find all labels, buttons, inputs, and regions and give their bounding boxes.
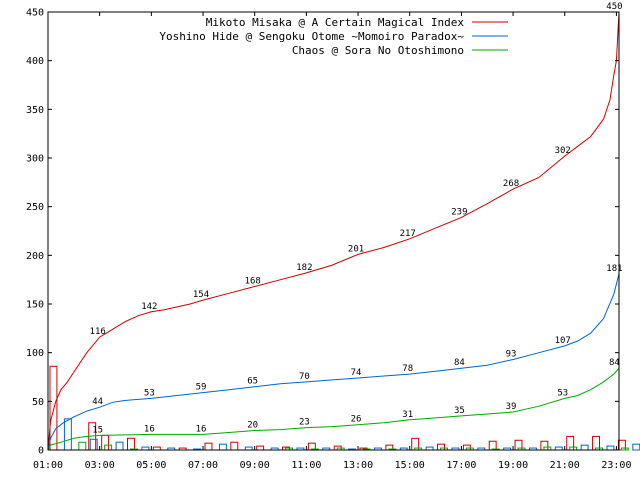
x-tick-label: 21:00 (550, 460, 580, 471)
legend-label: Mikoto Misaka @ A Certain Magical Index (206, 16, 465, 29)
x-tick-label: 19:00 (498, 460, 528, 471)
x-tick-label: 01:00 (33, 460, 63, 471)
bar (230, 441, 239, 451)
data-label: 217 (400, 229, 416, 239)
data-label: 23 (299, 418, 310, 428)
bar (78, 441, 87, 451)
series-line (47, 11, 620, 451)
data-label: 84 (454, 358, 465, 368)
bar (580, 444, 589, 451)
bar (256, 445, 265, 451)
bar (620, 447, 629, 451)
y-tick-label: 250 (26, 202, 44, 213)
data-label: 78 (402, 364, 413, 374)
y-tick-label: 350 (26, 105, 44, 116)
data-label: 239 (451, 207, 467, 217)
data-label: 84 (609, 358, 620, 368)
labels-layer: 116 142 154 168 182 201 217 239 268 302 450 44 53 59 6… (90, 2, 623, 435)
legend-label: Yoshino Hide @ Sengoku Otome ~Momoiro Pa… (159, 30, 464, 43)
data-label: 142 (141, 302, 157, 312)
data-label: 201 (348, 244, 364, 254)
y-tick-label: 100 (26, 348, 44, 359)
y-tick-label: 300 (26, 154, 44, 165)
legend: Mikoto Misaka @ A Certain Magical IndexY… (159, 16, 508, 57)
lines-layer (47, 11, 620, 451)
data-label: 44 (92, 397, 103, 407)
x-tick-label: 17:00 (446, 460, 476, 471)
x-tick-label: 11:00 (291, 460, 321, 471)
bar (218, 443, 227, 451)
series-line (47, 367, 620, 451)
bar (63, 418, 72, 451)
x-tick-label: 07:00 (188, 460, 218, 471)
x-tick-label: 05:00 (136, 460, 166, 471)
data-label: 302 (555, 146, 571, 156)
bar (606, 445, 615, 451)
data-label: 15 (92, 425, 103, 435)
data-label: 450 (606, 2, 622, 12)
y-tick-label: 400 (26, 56, 44, 67)
data-label: 53 (557, 388, 568, 398)
data-label: 20 (247, 421, 258, 431)
y-tick-label: 50 (32, 397, 44, 408)
data-label: 16 (196, 424, 207, 434)
data-label: 116 (90, 327, 106, 337)
x-tick-label: 15:00 (395, 460, 425, 471)
data-label: 26 (351, 415, 362, 425)
x-tick-label: 09:00 (240, 460, 270, 471)
data-label: 35 (454, 406, 465, 416)
x-tick-label: 13:00 (343, 460, 373, 471)
bar (632, 443, 640, 451)
series-line (47, 273, 620, 451)
data-label: 93 (506, 349, 517, 359)
data-label: 182 (296, 263, 312, 273)
y-tick-label: 0 (38, 446, 44, 457)
data-label: 181 (606, 264, 622, 274)
data-label: 154 (193, 290, 209, 300)
axes-layer: 0 50 100 150 200 250 300 350 400 450 01:00 03:00 05:… (26, 8, 632, 472)
bar (127, 437, 135, 451)
legend-label: Chaos @ Sora No Otoshimono (292, 44, 464, 57)
data-label: 268 (503, 179, 519, 189)
bar (204, 442, 213, 451)
y-tick-label: 200 (26, 251, 44, 262)
data-label: 107 (555, 336, 571, 346)
data-label: 168 (245, 276, 261, 286)
x-tick-label: 03:00 (85, 460, 115, 471)
data-label: 16 (144, 424, 155, 434)
bar (115, 441, 124, 451)
data-label: 39 (506, 402, 517, 412)
data-label: 70 (299, 372, 310, 382)
data-label: 74 (351, 368, 362, 378)
data-label: 31 (402, 410, 413, 420)
data-label: 53 (144, 388, 155, 398)
plot-frame (47, 11, 620, 451)
y-tick-label: 150 (26, 300, 44, 311)
y-tick-label: 450 (26, 8, 44, 19)
data-label: 59 (196, 383, 207, 393)
data-label: 65 (247, 377, 258, 387)
x-tick-label: 23:00 (601, 460, 631, 471)
